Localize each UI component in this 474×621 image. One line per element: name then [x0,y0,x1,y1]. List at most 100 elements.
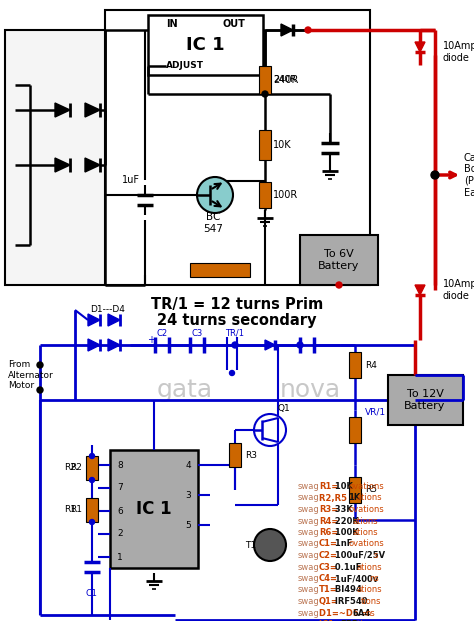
Text: 10Amp
diode: 10Amp diode [443,41,474,63]
Text: ovations: ovations [348,482,384,491]
Text: ns: ns [369,574,379,583]
Text: VR/1: VR/1 [365,407,386,417]
Bar [259,182,271,208]
Text: ovations: ovations [348,505,384,514]
Polygon shape [108,339,120,351]
Text: T1=: T1= [319,586,338,594]
Text: R3=: R3= [319,505,338,514]
Bar [229,443,241,467]
Polygon shape [108,314,120,326]
Text: 8: 8 [117,461,123,469]
Text: swag: swag [298,540,320,548]
Text: 7: 7 [117,484,123,492]
Text: 1K: 1K [348,494,361,502]
Text: IC1 =: IC1 = [319,620,344,621]
Circle shape [336,282,342,288]
Text: swag: swag [298,620,320,621]
Polygon shape [85,103,100,117]
Bar [105,10,370,285]
Text: R2: R2 [64,463,76,473]
Text: 6A4: 6A4 [353,609,371,617]
Circle shape [297,342,303,348]
Text: From
Alternator
Motor: From Alternator Motor [8,360,54,390]
Text: To 6V
Battery: To 6V Battery [319,249,360,271]
Text: 0.1uF: 0.1uF [332,563,361,571]
Text: ations: ations [357,563,383,571]
Text: nova: nova [290,183,351,207]
Text: swag: swag [298,551,320,560]
Text: BC
547: BC 547 [203,212,223,233]
Polygon shape [415,42,425,52]
Text: swag: swag [298,609,320,617]
Text: ADJUST: ADJUST [166,61,204,71]
Text: ations: ations [357,494,383,502]
Bar [349,352,361,378]
Text: gata: gata [182,143,238,167]
Circle shape [37,387,43,393]
Text: C3: C3 [191,329,202,337]
Text: Q1: Q1 [278,404,291,412]
Text: swag: swag [298,505,320,514]
Text: D1---D4: D1---D4 [90,306,125,314]
Text: swag: swag [298,574,320,583]
Polygon shape [88,314,100,326]
Text: 100uF/25V: 100uF/25V [332,551,385,560]
Text: 1uF/400v: 1uF/400v [332,574,378,583]
Text: 5: 5 [185,520,191,530]
Polygon shape [281,24,293,36]
Text: 6: 6 [117,507,123,515]
Polygon shape [415,285,425,295]
Text: s: s [374,551,378,560]
Text: +: + [147,335,155,345]
Circle shape [254,414,286,446]
Text: R4: R4 [365,361,377,369]
Text: swag: swag [298,563,320,571]
Text: C2: C2 [156,329,168,337]
Text: R5: R5 [365,486,377,494]
Text: Q1=: Q1= [319,597,339,606]
Text: C1: C1 [86,589,98,599]
Text: tions: tions [361,597,382,606]
Text: C3=: C3= [319,563,338,571]
Text: 555: 555 [340,620,357,621]
Text: 24 turns secondary: 24 turns secondary [157,312,317,327]
Bar [86,498,98,522]
Polygon shape [55,158,70,172]
Text: T1: T1 [245,540,256,550]
Bar [5,30,130,285]
Text: C2=: C2= [319,551,338,560]
Text: gata: gata [157,378,213,402]
Text: C4=: C4= [319,574,338,583]
Text: 33K: 33K [332,505,352,514]
Text: TR/1: TR/1 [226,329,245,337]
Circle shape [262,91,268,97]
Text: D1=~D5 =: D1=~D5 = [319,609,369,617]
Circle shape [90,453,94,458]
Circle shape [229,371,235,376]
Bar [259,130,271,160]
Text: R4=: R4= [319,517,338,525]
Text: TR/1 = 12 turns Prim: TR/1 = 12 turns Prim [151,297,323,312]
Text: R6=: R6= [319,528,338,537]
Circle shape [197,177,233,213]
Text: 1nF: 1nF [332,540,352,548]
Text: nova: nova [280,378,340,402]
Text: R1: R1 [70,505,82,515]
Text: ations: ations [357,586,383,594]
Circle shape [431,171,439,179]
Text: 4: 4 [185,461,191,469]
Bar [190,263,250,277]
Text: R2: R2 [70,463,82,473]
Text: ns: ns [365,609,375,617]
Polygon shape [85,158,100,172]
Bar [86,456,98,480]
Bar [349,477,361,503]
Bar [300,235,378,285]
Polygon shape [55,103,70,117]
Text: swag: swag [298,528,320,537]
Text: BI494: BI494 [332,586,361,594]
Circle shape [305,27,311,33]
Bar [148,15,263,75]
Text: 1uF: 1uF [122,175,140,185]
Text: swag: swag [298,586,320,594]
